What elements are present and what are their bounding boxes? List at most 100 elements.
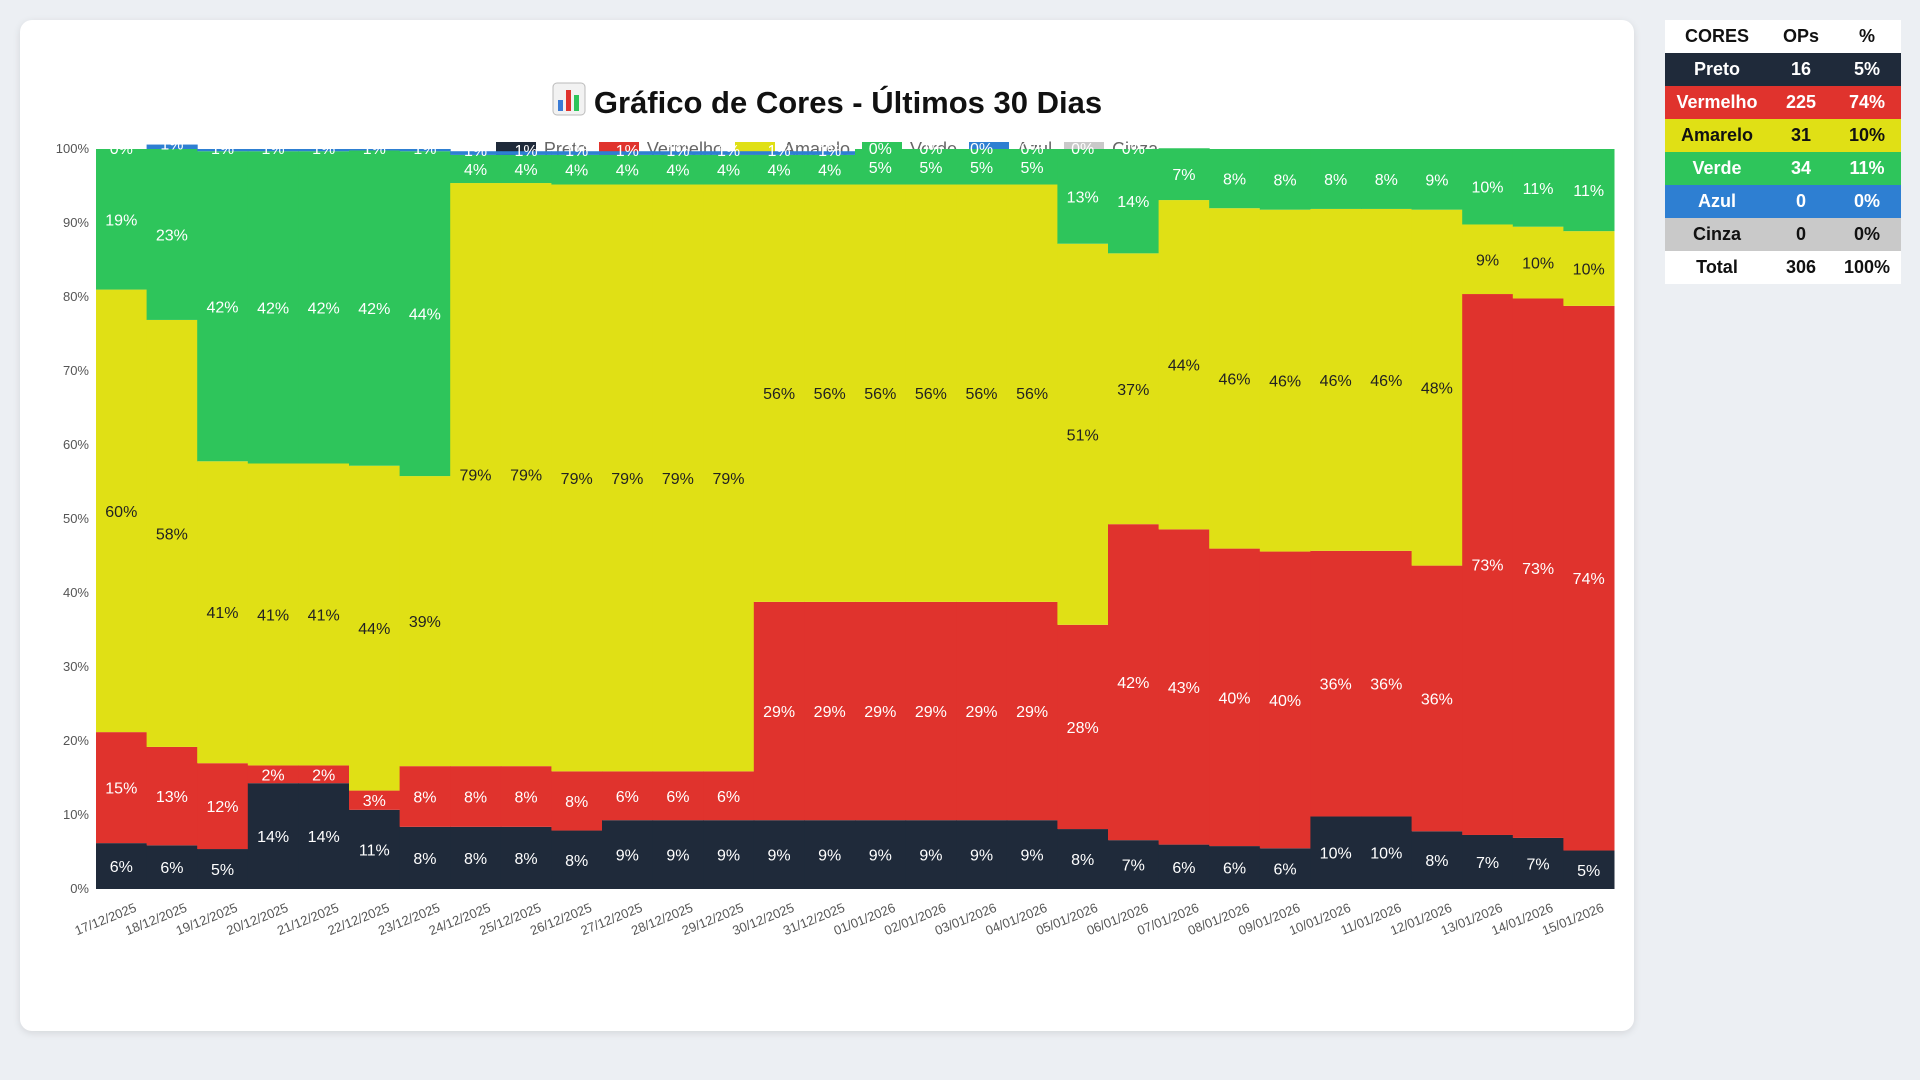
header-ops: OPs	[1782, 26, 1820, 46]
bar-segment-verde	[247, 151, 299, 464]
bar-label-vermelho: 73%	[1471, 558, 1503, 575]
bar-label-azul: 0%	[919, 141, 942, 158]
bar-segment-amarelo	[1512, 226, 1564, 299]
bar-segment-vermelho	[450, 766, 502, 827]
bar-label-verde: 8%	[1324, 172, 1347, 189]
bar-label-vermelho: 29%	[814, 704, 846, 721]
bar-segment-verde	[1512, 149, 1564, 227]
bar-label-preto: 9%	[1021, 848, 1044, 865]
y-tick-label: 10%	[63, 807, 89, 822]
row-ops: 0	[1795, 224, 1806, 244]
y-tick-label: 70%	[63, 363, 89, 378]
bar-label-preto: 8%	[515, 851, 538, 868]
bar-segment-amarelo	[450, 183, 502, 767]
bar-label-preto: 7%	[1122, 858, 1145, 875]
bar-segment-amarelo	[855, 184, 907, 602]
bar-label-verde: 4%	[818, 163, 841, 180]
bar-segment-preto	[1158, 844, 1210, 889]
bar-label-amarelo: 41%	[308, 607, 340, 624]
bar-segment-azul	[146, 144, 198, 149]
y-tick-label: 50%	[63, 511, 89, 526]
bar-segment-vermelho	[1563, 305, 1615, 851]
bar-label-preto: 9%	[919, 848, 942, 865]
bar-segment-verde	[1006, 149, 1058, 185]
bar-segment-amarelo	[197, 461, 249, 764]
bar-segment-amarelo	[1310, 208, 1362, 551]
bar-segment-amarelo	[1057, 243, 1109, 625]
bar-segment-preto	[399, 826, 451, 889]
bar-label-preto: 5%	[1577, 863, 1600, 880]
bar-label-amarelo: 79%	[712, 471, 744, 488]
bar-segment-verde	[349, 150, 401, 466]
bar-label-vermelho: 43%	[1168, 680, 1200, 697]
y-tick-label: 0%	[70, 881, 89, 896]
bar-label-verde: 8%	[1223, 172, 1246, 189]
bar-segment-amarelo	[1209, 208, 1261, 549]
bar-segment-vermelho	[1462, 294, 1514, 835]
bar-label-vermelho: 3%	[363, 793, 386, 810]
row-ops: 16	[1790, 59, 1812, 79]
bar-label-preto: 9%	[717, 848, 740, 865]
y-tick-label: 20%	[63, 733, 89, 748]
bar-label-azul: 1%	[312, 141, 335, 158]
bar-segment-vermelho	[1006, 601, 1058, 821]
bar-label-vermelho: 29%	[965, 704, 997, 721]
bar-segment-amarelo	[551, 184, 603, 772]
bar-label-amarelo: 56%	[965, 386, 997, 403]
bar-label-verde: 14%	[1117, 194, 1149, 211]
bar-label-vermelho: 29%	[864, 704, 896, 721]
bar-label-vermelho: 74%	[1573, 571, 1605, 588]
bar-label-preto: 9%	[818, 848, 841, 865]
summary-row-total: Total 306 100%	[1665, 251, 1901, 284]
bar-segment-verde	[298, 151, 350, 464]
bar-label-azul: 1%	[666, 143, 689, 160]
bar-segment-vermelho	[1361, 550, 1413, 817]
bar-label-vermelho: 8%	[464, 790, 487, 807]
bar-segment-verde	[1057, 149, 1109, 244]
bar-label-verde: 5%	[869, 160, 892, 177]
summary-row-cinza: Cinza 0 0%	[1665, 218, 1901, 251]
bar-segment-amarelo	[247, 463, 299, 766]
bar-segment-preto	[1512, 837, 1564, 889]
bar-label-verde: 4%	[616, 163, 639, 180]
bar-label-vermelho: 2%	[312, 767, 335, 784]
bar-labels-group: 6% 15% 60% 19% 0% 6% 13% 58% 23% 1% 5% 12% 41% 42% 1% 1…	[105, 137, 1604, 880]
bar-segment-preto	[298, 783, 350, 889]
bar-segment-verde	[96, 149, 148, 290]
bar-label-preto: 6%	[1223, 861, 1246, 878]
bar-segment-vermelho	[905, 601, 957, 821]
bar-segment-azul	[753, 151, 805, 155]
bar-label-preto: 7%	[1527, 856, 1550, 873]
summary-header-row: CORES OPs %	[1665, 20, 1901, 53]
bar-segment-verde	[1563, 149, 1615, 232]
bar-label-amarelo: 46%	[1370, 373, 1402, 390]
bar-segment-vermelho	[804, 601, 856, 821]
bar-label-azul: 1%	[160, 137, 183, 154]
stacked-bar-chart: 0% 10% 20% 30% 40% 50% 60% 70% 80% 90% 100% 6% 15% 60…	[56, 137, 1615, 938]
bar-label-amarelo: 79%	[459, 468, 491, 485]
bar-label-preto: 10%	[1370, 846, 1402, 863]
bar-segment-amarelo	[1361, 208, 1413, 551]
bar-label-vermelho: 28%	[1067, 720, 1099, 737]
bar-label-preto: 5%	[211, 862, 234, 879]
chart-card: Gráfico de Cores - Últimos 30 Dias Preto…	[20, 20, 1634, 1031]
row-pct: 74%	[1848, 92, 1886, 112]
bar-segment-vermelho	[399, 766, 451, 827]
bar-segment-vermelho	[1310, 550, 1362, 817]
bar-segment-preto	[1563, 850, 1615, 889]
bar-segment-verde	[855, 149, 907, 185]
bar-label-amarelo: 46%	[1218, 371, 1250, 388]
bar-label-preto: 10%	[1320, 846, 1352, 863]
bar-label-preto: 9%	[616, 848, 639, 865]
bar-label-verde: 8%	[1375, 172, 1398, 189]
bar-segment-amarelo	[1108, 253, 1160, 525]
bar-label-preto: 14%	[308, 829, 340, 846]
bar-segment-verde	[399, 151, 451, 477]
bar-segment-verde	[753, 154, 805, 185]
y-tick-label: 30%	[63, 659, 89, 674]
bar-label-azul: 1%	[768, 143, 791, 160]
bar-label-vermelho: 8%	[515, 790, 538, 807]
bar-segment-amarelo	[804, 184, 856, 602]
bar-label-amarelo: 79%	[611, 471, 643, 488]
bar-label-amarelo: 10%	[1522, 256, 1554, 273]
